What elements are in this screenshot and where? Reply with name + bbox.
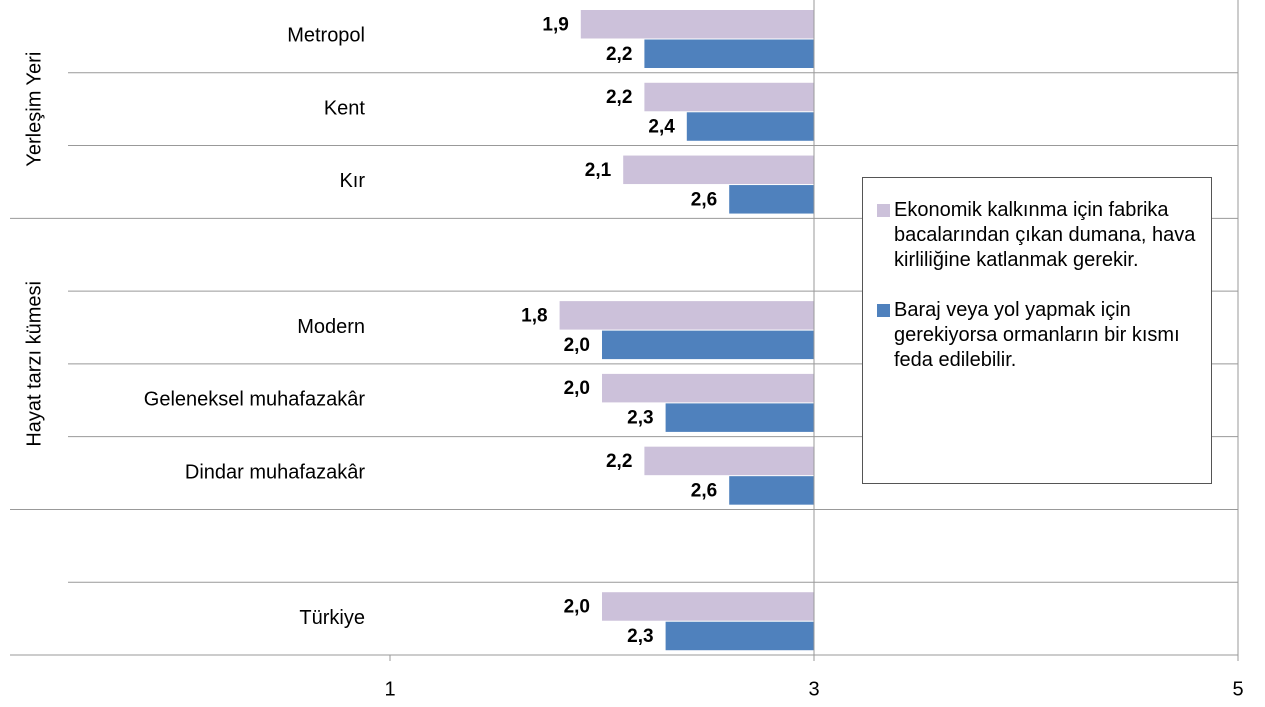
category-label: Türkiye	[299, 607, 365, 629]
legend: Ekonomik kalkınma için fabrika bacaların…	[862, 177, 1212, 484]
category-label: Metropol	[287, 25, 365, 47]
x-tick-label: 3	[808, 678, 819, 700]
legend-swatch	[877, 204, 890, 217]
bar	[602, 592, 814, 621]
category-label: Geleneksel muhafazakâr	[144, 389, 366, 411]
data-label: 2,2	[606, 44, 632, 65]
legend-label: Baraj veya yol yapmak için gerekiyorsa o…	[894, 299, 1180, 371]
data-label: 2,0	[564, 378, 590, 399]
bar	[602, 373, 814, 403]
bar	[644, 82, 814, 112]
data-label: 2,2	[606, 451, 632, 472]
data-label: 2,1	[585, 160, 612, 181]
bar	[729, 185, 814, 214]
bar	[623, 155, 814, 185]
legend-item: Ekonomik kalkınma için fabrika bacaların…	[877, 198, 1197, 273]
bar	[665, 621, 814, 651]
legend-label: Ekonomik kalkınma için fabrika bacaların…	[894, 199, 1196, 271]
bar	[644, 39, 814, 68]
category-label: Kır	[339, 170, 365, 192]
legend-item: Baraj veya yol yapmak için gerekiyorsa o…	[877, 298, 1197, 373]
data-label: 2,6	[691, 189, 717, 210]
data-label: 2,0	[564, 596, 590, 617]
data-label: 1,8	[521, 305, 547, 326]
category-label: Dindar muhafazakâr	[185, 461, 365, 483]
group-label: Yerleşim Yeri	[23, 52, 45, 167]
bar	[686, 112, 814, 141]
category-label: Kent	[324, 97, 366, 119]
bar	[580, 10, 814, 39]
category-label: Modern	[297, 316, 365, 338]
data-label: 2,2	[606, 87, 632, 108]
data-label: 2,4	[648, 117, 675, 138]
legend-swatch	[877, 304, 890, 317]
data-label: 2,6	[691, 480, 717, 501]
bar	[644, 446, 814, 476]
data-label: 2,0	[564, 335, 590, 356]
data-label: 1,9	[542, 14, 568, 35]
data-label: 2,3	[627, 408, 653, 429]
bar	[559, 301, 814, 330]
x-tick-label: 5	[1232, 678, 1243, 700]
x-tick-label: 1	[384, 678, 395, 700]
group-label: Hayat tarzı kümesi	[23, 281, 45, 447]
bar	[602, 330, 814, 360]
bar	[665, 403, 814, 432]
data-label: 2,3	[627, 626, 653, 647]
bar	[729, 476, 814, 505]
